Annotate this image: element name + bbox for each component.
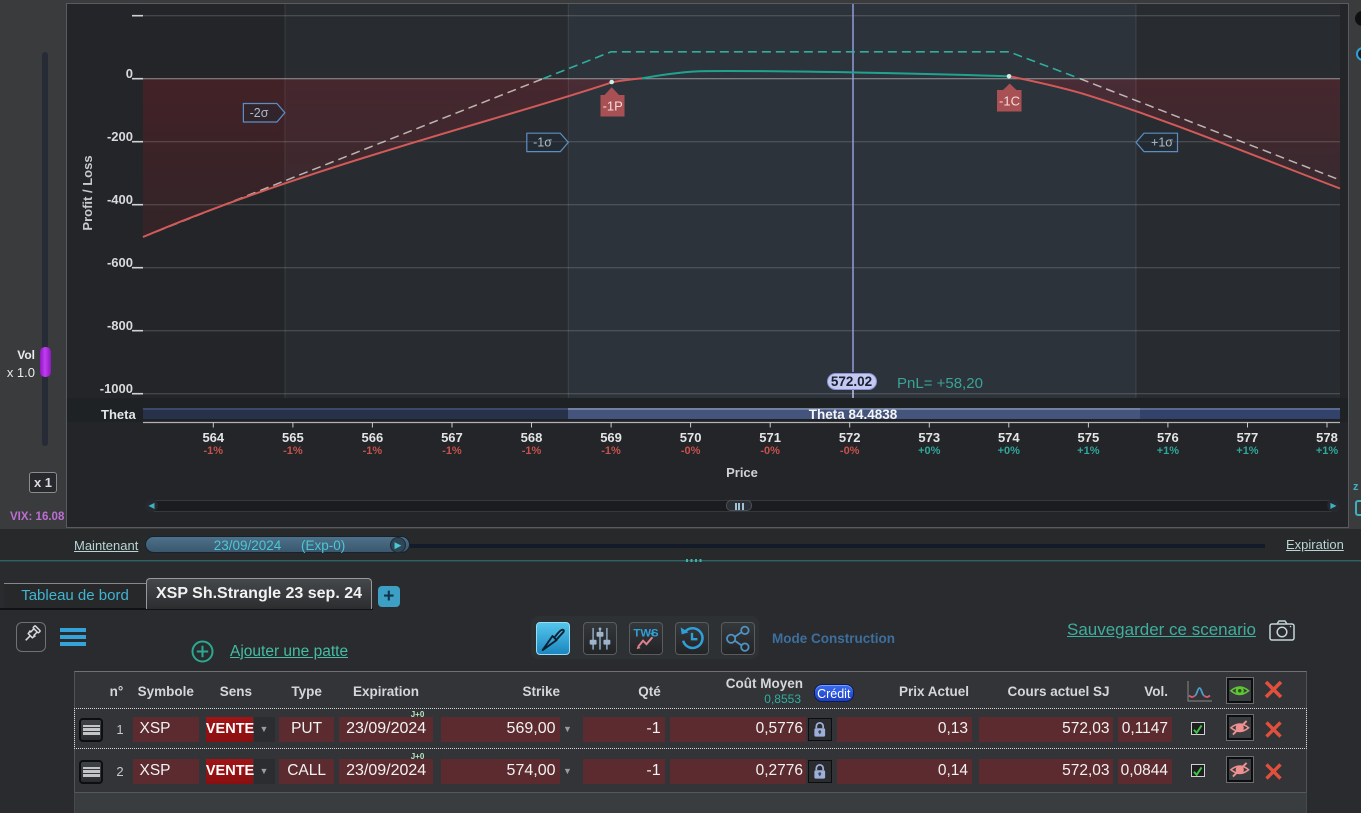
svg-text:-1σ: -1σ [533,136,552,150]
svg-text:-1C: -1C [999,94,1020,109]
svg-text:TWS: TWS [633,627,659,639]
svg-text:-2σ: -2σ [250,106,269,120]
svg-text:-1P: -1P [603,99,623,114]
svg-text:+1σ: +1σ [1151,136,1173,150]
